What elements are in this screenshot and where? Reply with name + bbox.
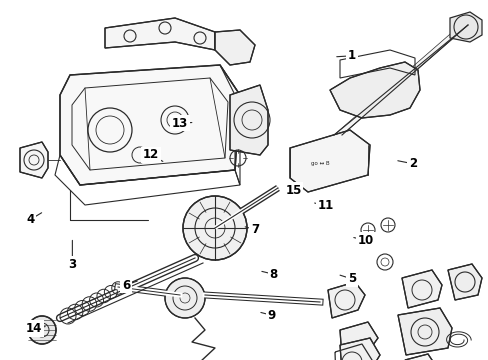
Polygon shape (447, 264, 481, 300)
Text: 3: 3 (68, 258, 76, 271)
Polygon shape (289, 130, 369, 192)
Polygon shape (60, 65, 240, 185)
Text: 1: 1 (347, 49, 355, 62)
Polygon shape (339, 338, 379, 360)
Circle shape (164, 278, 204, 318)
Polygon shape (404, 354, 435, 360)
Text: 11: 11 (317, 199, 333, 212)
Polygon shape (397, 308, 451, 355)
Text: 6: 6 (122, 279, 130, 292)
Polygon shape (20, 142, 48, 178)
Text: go ↔ B: go ↔ B (310, 161, 328, 166)
Text: 15: 15 (285, 184, 301, 197)
Text: 7: 7 (251, 223, 259, 236)
Text: 2: 2 (408, 157, 416, 170)
Text: 14: 14 (26, 322, 42, 335)
Text: 9: 9 (267, 309, 275, 322)
Polygon shape (449, 12, 481, 42)
Text: 12: 12 (142, 148, 159, 161)
Polygon shape (329, 62, 419, 118)
Polygon shape (229, 85, 267, 155)
Circle shape (183, 196, 246, 260)
Polygon shape (333, 22, 471, 135)
Circle shape (28, 316, 56, 344)
Polygon shape (215, 30, 254, 65)
Polygon shape (105, 18, 215, 50)
Text: 10: 10 (357, 234, 373, 247)
Text: 13: 13 (171, 117, 188, 130)
Polygon shape (339, 322, 377, 358)
Polygon shape (327, 282, 364, 318)
Text: 5: 5 (347, 273, 355, 285)
Polygon shape (401, 270, 441, 308)
Text: 4: 4 (26, 213, 34, 226)
Text: 8: 8 (269, 268, 277, 281)
